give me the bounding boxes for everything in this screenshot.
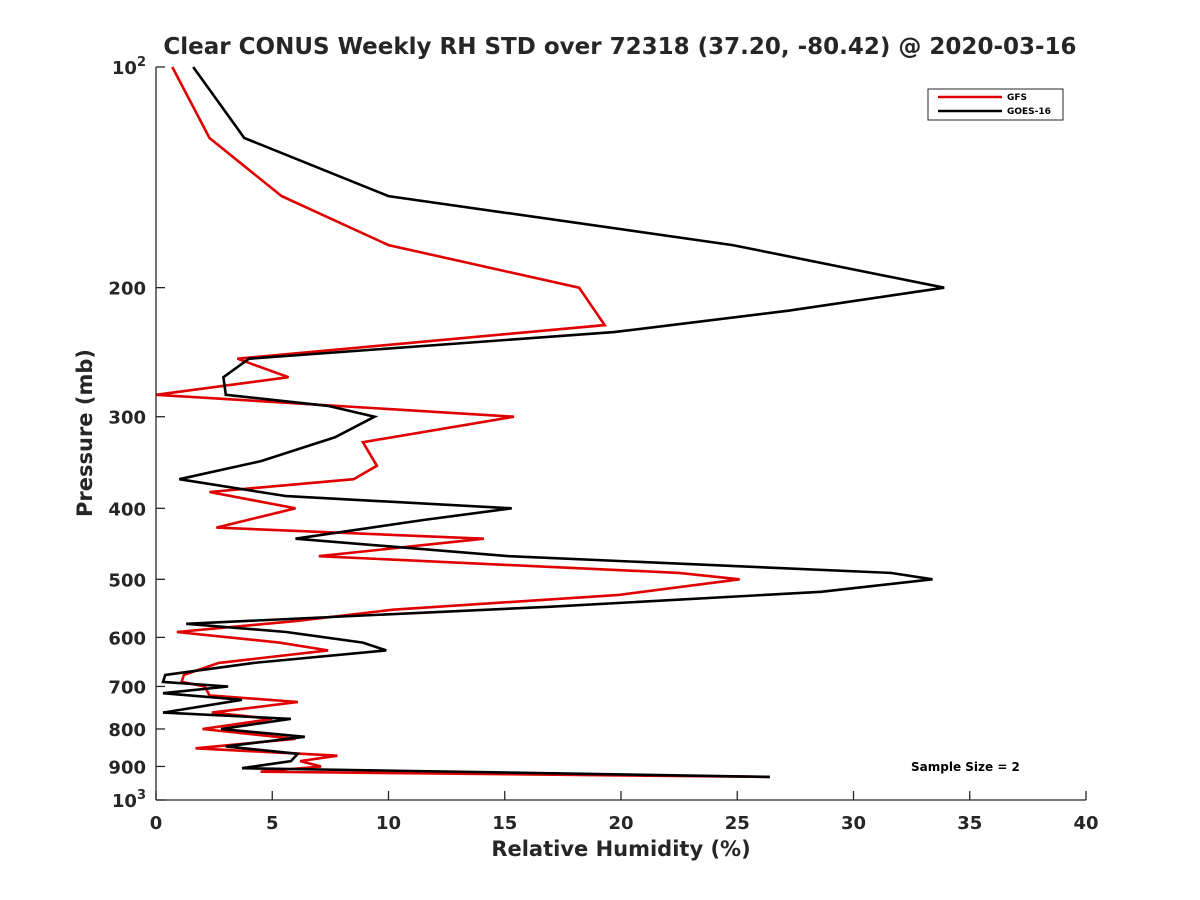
series-line-goes16	[161, 66, 945, 779]
x-tick-label: 30	[841, 813, 866, 834]
x-axis-label: Relative Humidity (%)	[491, 837, 750, 861]
plot-area	[156, 67, 1086, 800]
x-tick-label: 0	[150, 813, 163, 834]
series-layer	[155, 66, 945, 779]
series-line-gfs	[155, 66, 770, 779]
y-tick-label: 500	[108, 570, 146, 591]
x-tick-label: 20	[608, 813, 633, 834]
y-tick-label: 200	[108, 279, 146, 300]
x-tick-label: 5	[266, 813, 279, 834]
legend-box	[927, 88, 1064, 121]
y-tick-label: 600	[108, 628, 146, 649]
legend: GFS GOES-16	[927, 88, 1064, 121]
y-tick-label: 103	[112, 788, 146, 812]
legend-label-gfs: GFS	[1007, 93, 1027, 103]
y-tick-label: 900	[108, 757, 146, 778]
chart-title: Clear CONUS Weekly RH STD over 72318 (37…	[163, 34, 1076, 60]
sample-size-annotation: Sample Size = 2	[911, 760, 1020, 774]
y-axis-label: Pressure (mb)	[73, 349, 97, 517]
y-tick-label: 800	[108, 720, 146, 741]
x-tick-label: 15	[492, 813, 517, 834]
legend-label-goes16: GOES-16	[1007, 107, 1051, 117]
x-ticks: 0 5 10 15 20 25 30 35 40	[150, 791, 1099, 834]
y-ticks: 102 200 300 400 500 600 700 800 900 103	[108, 55, 165, 812]
x-tick-label: 40	[1073, 813, 1098, 834]
y-tick-label: 400	[108, 499, 146, 520]
x-tick-label: 35	[957, 813, 982, 834]
y-tick-label: 700	[108, 677, 146, 698]
y-tick-label: 102	[112, 55, 146, 79]
x-tick-label: 10	[376, 813, 401, 834]
x-tick-label: 25	[725, 813, 750, 834]
y-tick-label: 300	[108, 408, 146, 429]
